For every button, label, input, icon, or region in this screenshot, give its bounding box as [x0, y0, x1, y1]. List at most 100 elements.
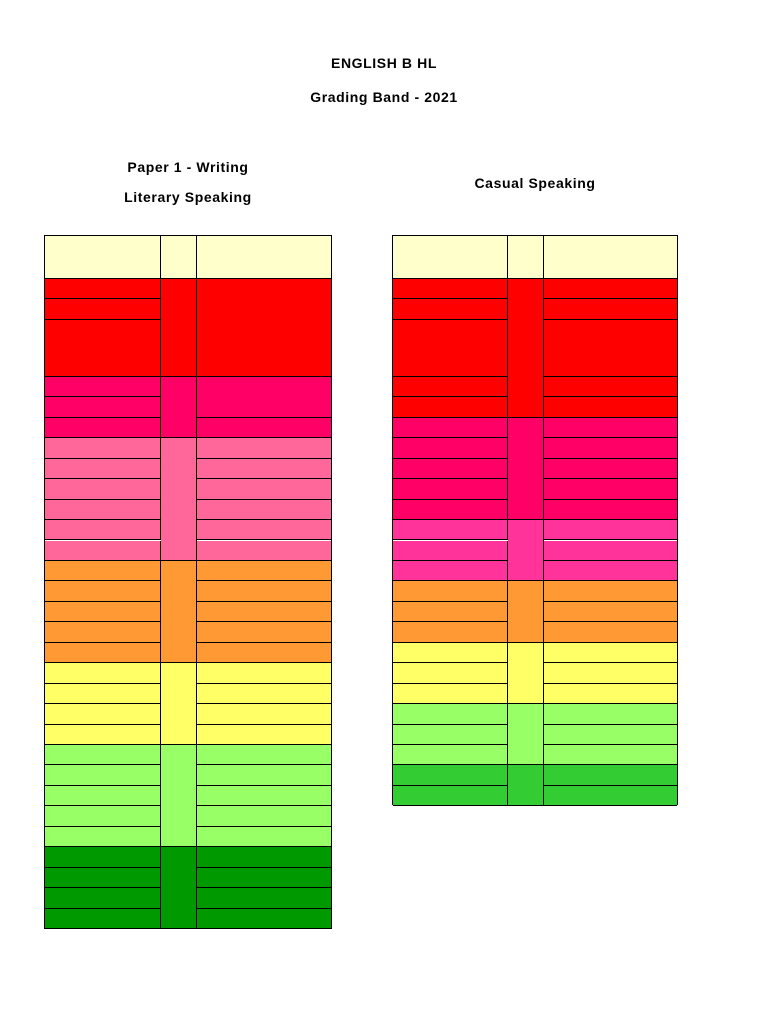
left-school-cell [197, 479, 331, 500]
right-school-cell [544, 479, 677, 500]
right-school-cell [544, 622, 677, 643]
left-school-cell [197, 683, 331, 705]
left-ib-grade-cell [161, 560, 197, 664]
right-school-cell [544, 458, 677, 480]
right-ib-grade-cell [508, 581, 544, 643]
left-mark-cell [45, 458, 161, 480]
right-ib-grade-cell [508, 520, 544, 582]
right-mark-cell [393, 376, 508, 398]
left-mark-cell [45, 683, 161, 705]
right-ib-grade-cell [508, 417, 544, 521]
left-school-cell [197, 622, 331, 643]
right-mark-cell [393, 319, 508, 377]
left-school-cell [197, 601, 331, 623]
left-school-cell [197, 438, 331, 459]
right-mark-cell [393, 438, 508, 459]
left-ib-grade-cell [161, 376, 197, 439]
left-ib-grade-cell [161, 847, 197, 930]
right-mark-cell [393, 745, 508, 766]
right-mark-cell [393, 279, 508, 300]
left-school-cell [197, 704, 331, 725]
right-school-cell [544, 438, 677, 459]
left-school-cell [197, 499, 331, 521]
left-table-caption-line1: Paper 1 - Writing [127, 159, 249, 175]
left-mark-cell [45, 826, 161, 848]
left-ib-grade-cell [161, 745, 197, 848]
left-grading-table [44, 235, 332, 930]
page-subtitle: Grading Band - 2021 [310, 89, 458, 105]
left-school-cell [197, 785, 331, 807]
left-mark-cell [45, 499, 161, 521]
right-table-caption: Casual Speaking [474, 175, 596, 191]
left-mark-cell [45, 622, 161, 643]
left-mark-cell [45, 704, 161, 725]
left-header-marks [45, 236, 161, 279]
right-mark-cell [393, 581, 508, 602]
right-grading-table [392, 235, 678, 807]
right-school-cell [544, 299, 677, 320]
left-school-cell [197, 376, 331, 418]
right-school-cell [544, 663, 677, 684]
left-mark-cell [45, 642, 161, 664]
right-mark-cell [393, 663, 508, 684]
left-ib-grade-cell [161, 438, 197, 561]
left-school-cell [197, 908, 331, 930]
left-school-cell [197, 560, 331, 582]
left-mark-cell [45, 397, 161, 418]
left-mark-cell [45, 745, 161, 766]
right-school-cell [544, 520, 677, 541]
right-school-cell [544, 581, 677, 602]
right-school-cell [544, 765, 677, 786]
left-school-cell [197, 279, 331, 377]
left-school-cell [197, 458, 331, 480]
right-mark-cell [393, 622, 508, 643]
right-mark-cell [393, 785, 508, 807]
right-ib-grade-cell [508, 642, 544, 705]
right-mark-cell [393, 540, 508, 561]
right-school-cell [544, 704, 677, 725]
right-school-cell [544, 417, 677, 439]
left-school-cell [197, 806, 331, 827]
left-mark-cell [45, 785, 161, 807]
left-school-cell [197, 847, 331, 868]
left-mark-cell [45, 581, 161, 602]
left-table-caption-line2: Literary Speaking [124, 189, 252, 205]
left-header-school [197, 236, 331, 279]
right-ib-grade-cell [508, 765, 544, 807]
right-mark-cell [393, 299, 508, 320]
right-mark-cell [393, 724, 508, 745]
right-mark-cell [393, 458, 508, 480]
left-school-cell [197, 745, 331, 766]
left-school-cell [197, 663, 331, 684]
right-mark-cell [393, 560, 508, 582]
left-mark-cell [45, 279, 161, 300]
left-mark-cell [45, 479, 161, 500]
right-school-cell [544, 642, 677, 664]
left-mark-cell [45, 867, 161, 889]
right-school-cell [544, 785, 677, 807]
right-school-cell [544, 499, 677, 521]
right-ib-grade-cell [508, 279, 544, 418]
left-ib-grade-cell [161, 279, 197, 377]
left-mark-cell [45, 438, 161, 459]
left-mark-cell [45, 520, 161, 541]
left-school-cell [197, 540, 331, 561]
left-header-ib [161, 236, 197, 279]
right-header-school [544, 236, 677, 279]
right-school-cell [544, 683, 677, 705]
right-mark-cell [393, 765, 508, 786]
left-mark-cell [45, 540, 161, 561]
left-mark-cell [45, 765, 161, 786]
left-school-cell [197, 888, 331, 909]
right-school-cell [544, 397, 677, 418]
right-mark-cell [393, 601, 508, 623]
left-school-cell [197, 724, 331, 745]
right-ib-grade-cell [508, 704, 544, 766]
right-mark-cell [393, 499, 508, 521]
left-school-cell [197, 581, 331, 602]
left-mark-cell [45, 376, 161, 398]
left-mark-cell [45, 806, 161, 827]
left-school-cell [197, 826, 331, 848]
left-mark-cell [45, 908, 161, 930]
left-mark-cell [45, 724, 161, 745]
